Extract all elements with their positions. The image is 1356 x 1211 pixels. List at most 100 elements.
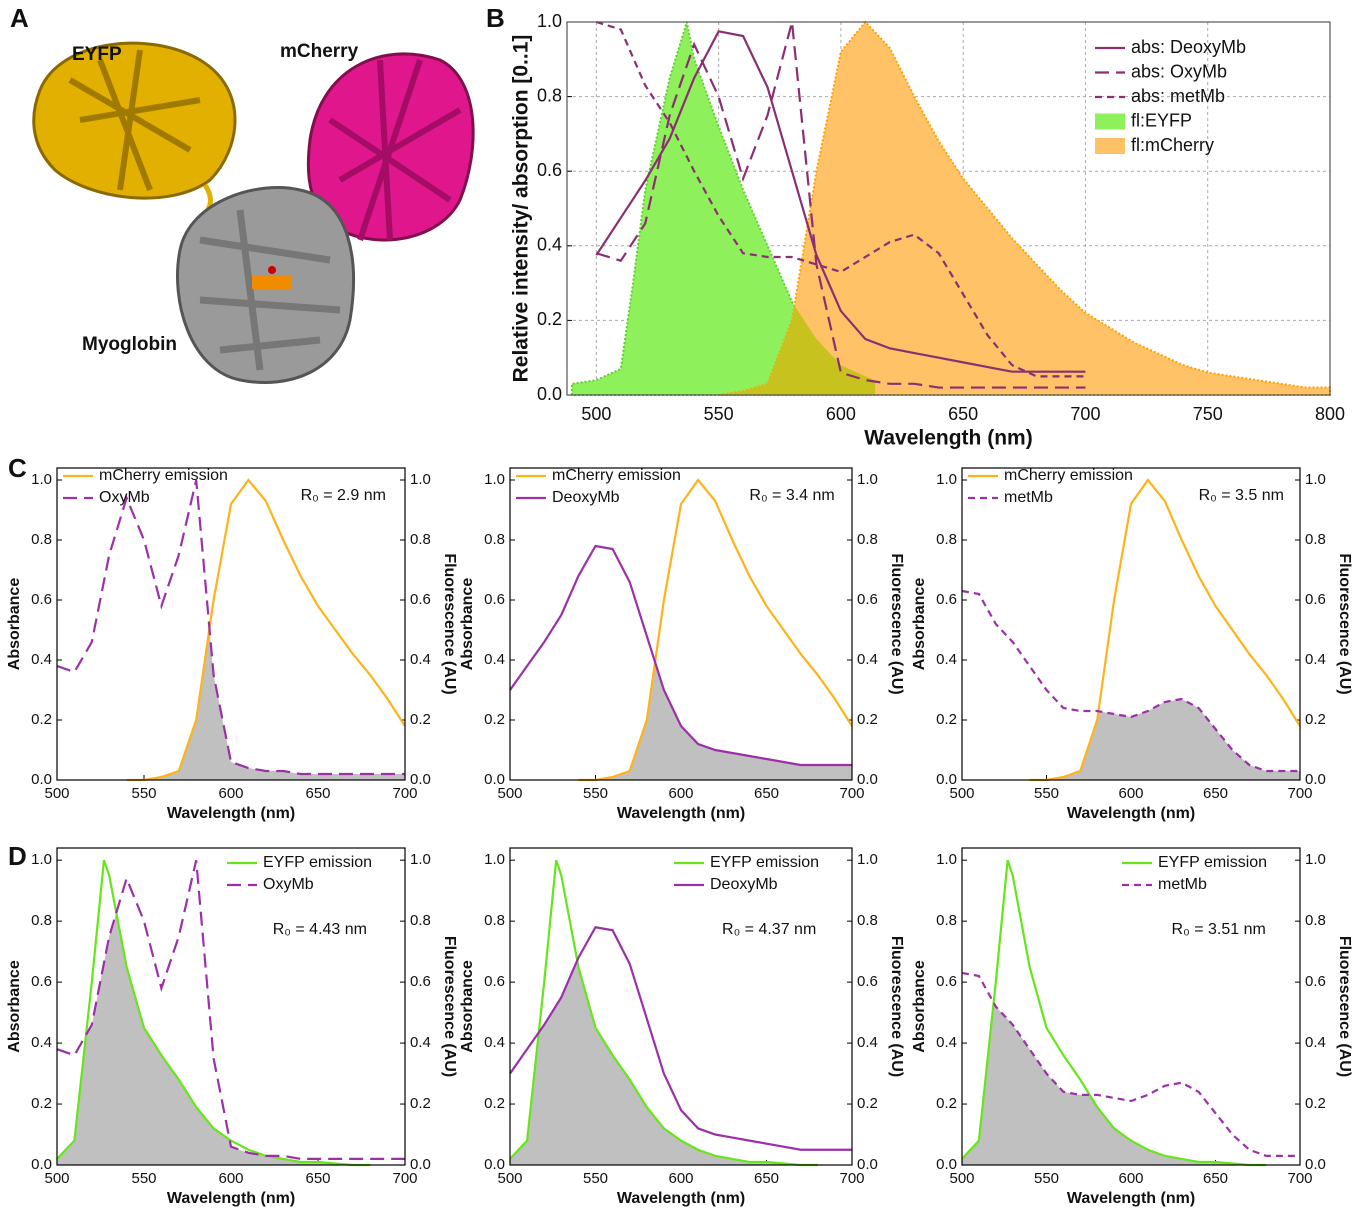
y-tick-label: 0.6: [936, 591, 957, 608]
legend-label: EYFP emission: [263, 854, 372, 871]
y-tick-label: 1.0: [31, 471, 52, 488]
x-tick-label: 600: [1118, 785, 1143, 802]
x-axis-label: Wavelength (nm): [1067, 1190, 1195, 1207]
y2-tick-label: 0.2: [1305, 1095, 1326, 1112]
x-tick-label: 650: [754, 785, 779, 802]
x-tick-label: 600: [668, 1170, 693, 1187]
line: [961, 589, 1300, 773]
legend-swatch: [1095, 113, 1125, 130]
y-tick-label: 0.2: [484, 1095, 505, 1112]
plot-frame: [56, 467, 406, 781]
plot-frame: [961, 467, 1301, 781]
y-axis-label: Absorbance: [911, 578, 928, 671]
x-tick-label: 650: [305, 785, 330, 802]
heme-iron: [268, 266, 276, 274]
overlap-area: [1029, 699, 1300, 780]
eyfp-strands: [68, 49, 201, 192]
x-tick-label: 500: [497, 1170, 522, 1187]
y2-tick-label: 0.8: [857, 912, 878, 929]
annotation: R₀ = 4.43 nm: [273, 921, 367, 938]
x-tick-label: 500: [44, 1170, 69, 1187]
y2-tick-label: 0.0: [1305, 1156, 1326, 1173]
y-tick-label: 1.0: [936, 851, 957, 868]
legend-swatch: [1095, 138, 1125, 154]
y-axis-label: Absorbance: [459, 960, 476, 1053]
line: [56, 859, 371, 1167]
structure-label: mCherry: [280, 41, 359, 62]
y2-tick-label: 0.6: [410, 973, 431, 990]
y-tick-label: 0.8: [537, 85, 562, 105]
legend-label: mCherry emission: [552, 467, 681, 484]
y-tick-label: 0.4: [31, 1034, 52, 1051]
y-tick-label: 0.6: [31, 973, 52, 990]
y2-axis-label: Fluorescence (AU): [441, 553, 458, 694]
y-tick-label: 0.2: [31, 1095, 52, 1112]
x-tick-label: 700: [392, 785, 417, 802]
structure-label: Myoglobin: [82, 334, 177, 355]
y2-tick-label: 0.2: [857, 711, 878, 728]
x-tick-label: 600: [1118, 1170, 1143, 1187]
plot-frame: [566, 21, 1331, 396]
line: [595, 30, 1086, 373]
y2-tick-label: 0.6: [857, 973, 878, 990]
x-axis-label: Wavelength (nm): [167, 1190, 295, 1207]
x-tick-label: 500: [497, 785, 522, 802]
line: [961, 971, 1300, 1157]
y2-tick-label: 0.6: [1305, 591, 1326, 608]
legend-label: metMb: [1004, 489, 1053, 506]
y-tick-label: 0.2: [31, 711, 52, 728]
area: [718, 20, 1331, 396]
plot-frame: [56, 847, 406, 1166]
y-tick-label: 0.4: [936, 1034, 957, 1051]
y-tick-label: 0.0: [936, 1156, 957, 1173]
x-tick-label: 600: [218, 785, 243, 802]
x-tick-label: 550: [1034, 1170, 1059, 1187]
x-tick-label: 700: [839, 785, 864, 802]
y2-tick-label: 0.2: [410, 711, 431, 728]
overlap-area: [126, 636, 405, 780]
y2-tick-label: 0.6: [1305, 973, 1326, 990]
line: [1029, 478, 1301, 782]
x-tick-label: 750: [1193, 404, 1223, 424]
line: [596, 20, 1086, 378]
x-tick-label: 500: [949, 1170, 974, 1187]
line: [578, 478, 853, 782]
y-tick-label: 0.8: [484, 531, 505, 548]
panel-label: A: [10, 3, 29, 33]
legend-label: metMb: [1158, 876, 1207, 893]
x-tick-label: 800: [1315, 404, 1345, 424]
y2-tick-label: 0.0: [1305, 771, 1326, 788]
y-tick-label: 0.4: [484, 651, 505, 668]
legend-label: fl:EYFP: [1131, 110, 1192, 130]
x-axis-label: Wavelength (nm): [617, 1190, 745, 1207]
y-tick-label: 0.8: [936, 912, 957, 929]
y-tick-label: 0.0: [31, 1156, 52, 1173]
line: [509, 926, 852, 1151]
annotation: R₀ = 2.9 nm: [301, 487, 386, 504]
y2-tick-label: 1.0: [1305, 851, 1326, 868]
line: [56, 859, 405, 1160]
x-tick-label: 700: [392, 1170, 417, 1187]
x-tick-label: 650: [305, 1170, 330, 1187]
legend-label: OxyMb: [99, 489, 150, 506]
legend-label: EYFP emission: [710, 854, 819, 871]
line: [596, 21, 1086, 389]
x-tick-label: 500: [44, 785, 69, 802]
y-tick-label: 0.0: [31, 771, 52, 788]
y-tick-label: 1.0: [936, 471, 957, 488]
y-tick-label: 0.0: [484, 771, 505, 788]
y2-tick-label: 1.0: [410, 471, 431, 488]
y-tick-label: 0.6: [484, 973, 505, 990]
legend-label: mCherry emission: [1004, 467, 1133, 484]
overlap-area: [718, 305, 876, 395]
y-tick-label: 0.8: [31, 912, 52, 929]
x-tick-label: 550: [131, 785, 156, 802]
x-tick-label: 500: [949, 785, 974, 802]
y-tick-label: 0.8: [936, 531, 957, 548]
x-tick-label: 600: [218, 1170, 243, 1187]
y2-axis-label: Fluorescence (AU): [888, 936, 905, 1077]
overlap-area: [578, 663, 852, 780]
y2-tick-label: 0.2: [1305, 711, 1326, 728]
area: [570, 21, 877, 396]
